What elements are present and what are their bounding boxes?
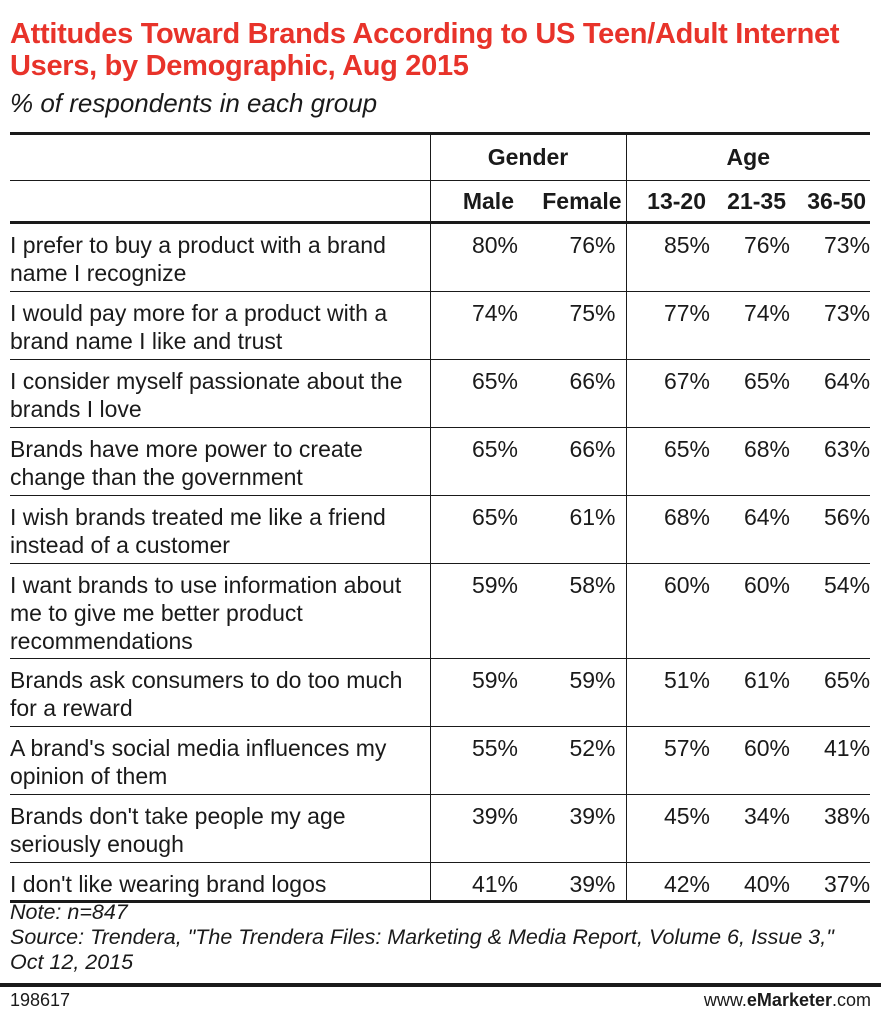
column-header-male: Male xyxy=(429,180,518,224)
chart-title: Attitudes Toward Brands According to US … xyxy=(10,18,840,82)
site-suffix: .com xyxy=(831,990,871,1010)
cell-value: 85% xyxy=(625,222,710,292)
row-label: I consider myself passionate about the b… xyxy=(10,359,430,428)
cell-value: 63% xyxy=(790,427,871,496)
cell-value: 54% xyxy=(790,563,871,659)
cell-value: 66% xyxy=(518,359,626,428)
cell-value: 74% xyxy=(710,291,790,360)
cell-value: 68% xyxy=(710,427,790,496)
cell-value: 55% xyxy=(429,726,518,795)
table-row: I prefer to buy a product with a brand n… xyxy=(10,222,871,292)
cell-value: 59% xyxy=(429,658,518,727)
cell-value: 61% xyxy=(518,495,626,564)
cell-value: 42% xyxy=(625,862,710,903)
table-row: Brands have more power to create change … xyxy=(10,427,871,496)
group-header-gender: Gender xyxy=(429,132,626,181)
column-header-age-21-35: 21-35 xyxy=(710,180,790,224)
cell-value: 64% xyxy=(790,359,871,428)
cell-value: 73% xyxy=(790,291,871,360)
cell-value: 61% xyxy=(710,658,790,727)
footer-divider xyxy=(0,983,881,987)
data-table: Gender Age Male Female 13-20 21-35 36-50… xyxy=(10,132,871,903)
source-text: Source: Trendera, "The Trendera Files: M… xyxy=(10,925,834,974)
table-row: I want brands to use information about m… xyxy=(10,563,871,659)
cell-value: 60% xyxy=(625,563,710,659)
cell-value: 40% xyxy=(710,862,790,903)
column-header-age-13-20: 13-20 xyxy=(625,180,710,224)
cell-value: 68% xyxy=(625,495,710,564)
cell-value: 56% xyxy=(790,495,871,564)
cell-value: 37% xyxy=(790,862,871,903)
chart-id: 198617 xyxy=(10,990,71,1010)
row-label: I don't like wearing brand logos xyxy=(10,862,430,903)
cell-value: 57% xyxy=(625,726,710,795)
row-label: A brand's social media influences my opi… xyxy=(10,726,430,795)
cell-value: 74% xyxy=(429,291,518,360)
row-label: Brands ask consumers to do too much for … xyxy=(10,658,430,727)
cell-value: 66% xyxy=(518,427,626,496)
row-label: I would pay more for a product with a br… xyxy=(10,291,430,360)
row-label: Brands don't take people my age seriousl… xyxy=(10,794,430,863)
cell-value: 64% xyxy=(710,495,790,564)
cell-value: 45% xyxy=(625,794,710,863)
cell-value: 39% xyxy=(429,794,518,863)
column-header-row: Male Female 13-20 21-35 36-50 xyxy=(10,180,871,224)
cell-value: 41% xyxy=(429,862,518,903)
cell-value: 75% xyxy=(518,291,626,360)
cell-value: 59% xyxy=(518,658,626,727)
cell-value: 41% xyxy=(790,726,871,795)
cell-value: 65% xyxy=(429,359,518,428)
cell-value: 67% xyxy=(625,359,710,428)
table-row: Brands ask consumers to do too much for … xyxy=(10,658,871,727)
row-label: I prefer to buy a product with a brand n… xyxy=(10,222,430,292)
cell-value: 52% xyxy=(518,726,626,795)
cell-value: 39% xyxy=(518,794,626,863)
table-row: I would pay more for a product with a br… xyxy=(10,291,871,360)
cell-value: 59% xyxy=(429,563,518,659)
column-header-age-36-50: 36-50 xyxy=(790,180,871,224)
chart-subtitle: % of respondents in each group xyxy=(10,88,378,118)
row-label: Brands have more power to create change … xyxy=(10,427,430,496)
table-row: Brands don't take people my age seriousl… xyxy=(10,794,871,863)
group-header-age: Age xyxy=(625,132,871,181)
site-prefix: www. xyxy=(703,990,747,1010)
table-row: A brand's social media influences my opi… xyxy=(10,726,871,795)
cell-value: 34% xyxy=(710,794,790,863)
site-brand: eMarketer xyxy=(746,990,832,1010)
cell-value: 65% xyxy=(710,359,790,428)
emarketer-logo[interactable]: www.eMarketer.com xyxy=(704,990,871,1011)
cell-value: 73% xyxy=(790,222,871,292)
cell-value: 38% xyxy=(790,794,871,863)
cell-value: 77% xyxy=(625,291,710,360)
cell-value: 60% xyxy=(710,726,790,795)
cell-value: 80% xyxy=(429,222,518,292)
cell-value: 65% xyxy=(429,495,518,564)
cell-value: 65% xyxy=(429,427,518,496)
group-header-row: Gender Age xyxy=(10,132,871,181)
column-header-female: Female xyxy=(518,180,626,224)
cell-value: 76% xyxy=(710,222,790,292)
note-text: Note: n=847 xyxy=(10,900,128,924)
cell-value: 65% xyxy=(625,427,710,496)
cell-value: 39% xyxy=(518,862,626,903)
header-blank xyxy=(10,180,430,224)
table-row: I don't like wearing brand logos 41% 39% 42… xyxy=(10,862,871,903)
row-label: I wish brands treated me like a friend i… xyxy=(10,495,430,564)
table-body: I prefer to buy a product with a brand n… xyxy=(10,222,871,903)
table-row: I consider myself passionate about the b… xyxy=(10,359,871,428)
cell-value: 60% xyxy=(710,563,790,659)
cell-value: 76% xyxy=(518,222,626,292)
cell-value: 65% xyxy=(790,658,871,727)
cell-value: 58% xyxy=(518,563,626,659)
table-row: I wish brands treated me like a friend i… xyxy=(10,495,871,564)
cell-value: 51% xyxy=(625,658,710,727)
row-label: I want brands to use information about m… xyxy=(10,563,430,659)
notes-block: Note: n=847 Source: Trendera, "The Trend… xyxy=(10,900,870,975)
header-blank xyxy=(10,132,430,181)
